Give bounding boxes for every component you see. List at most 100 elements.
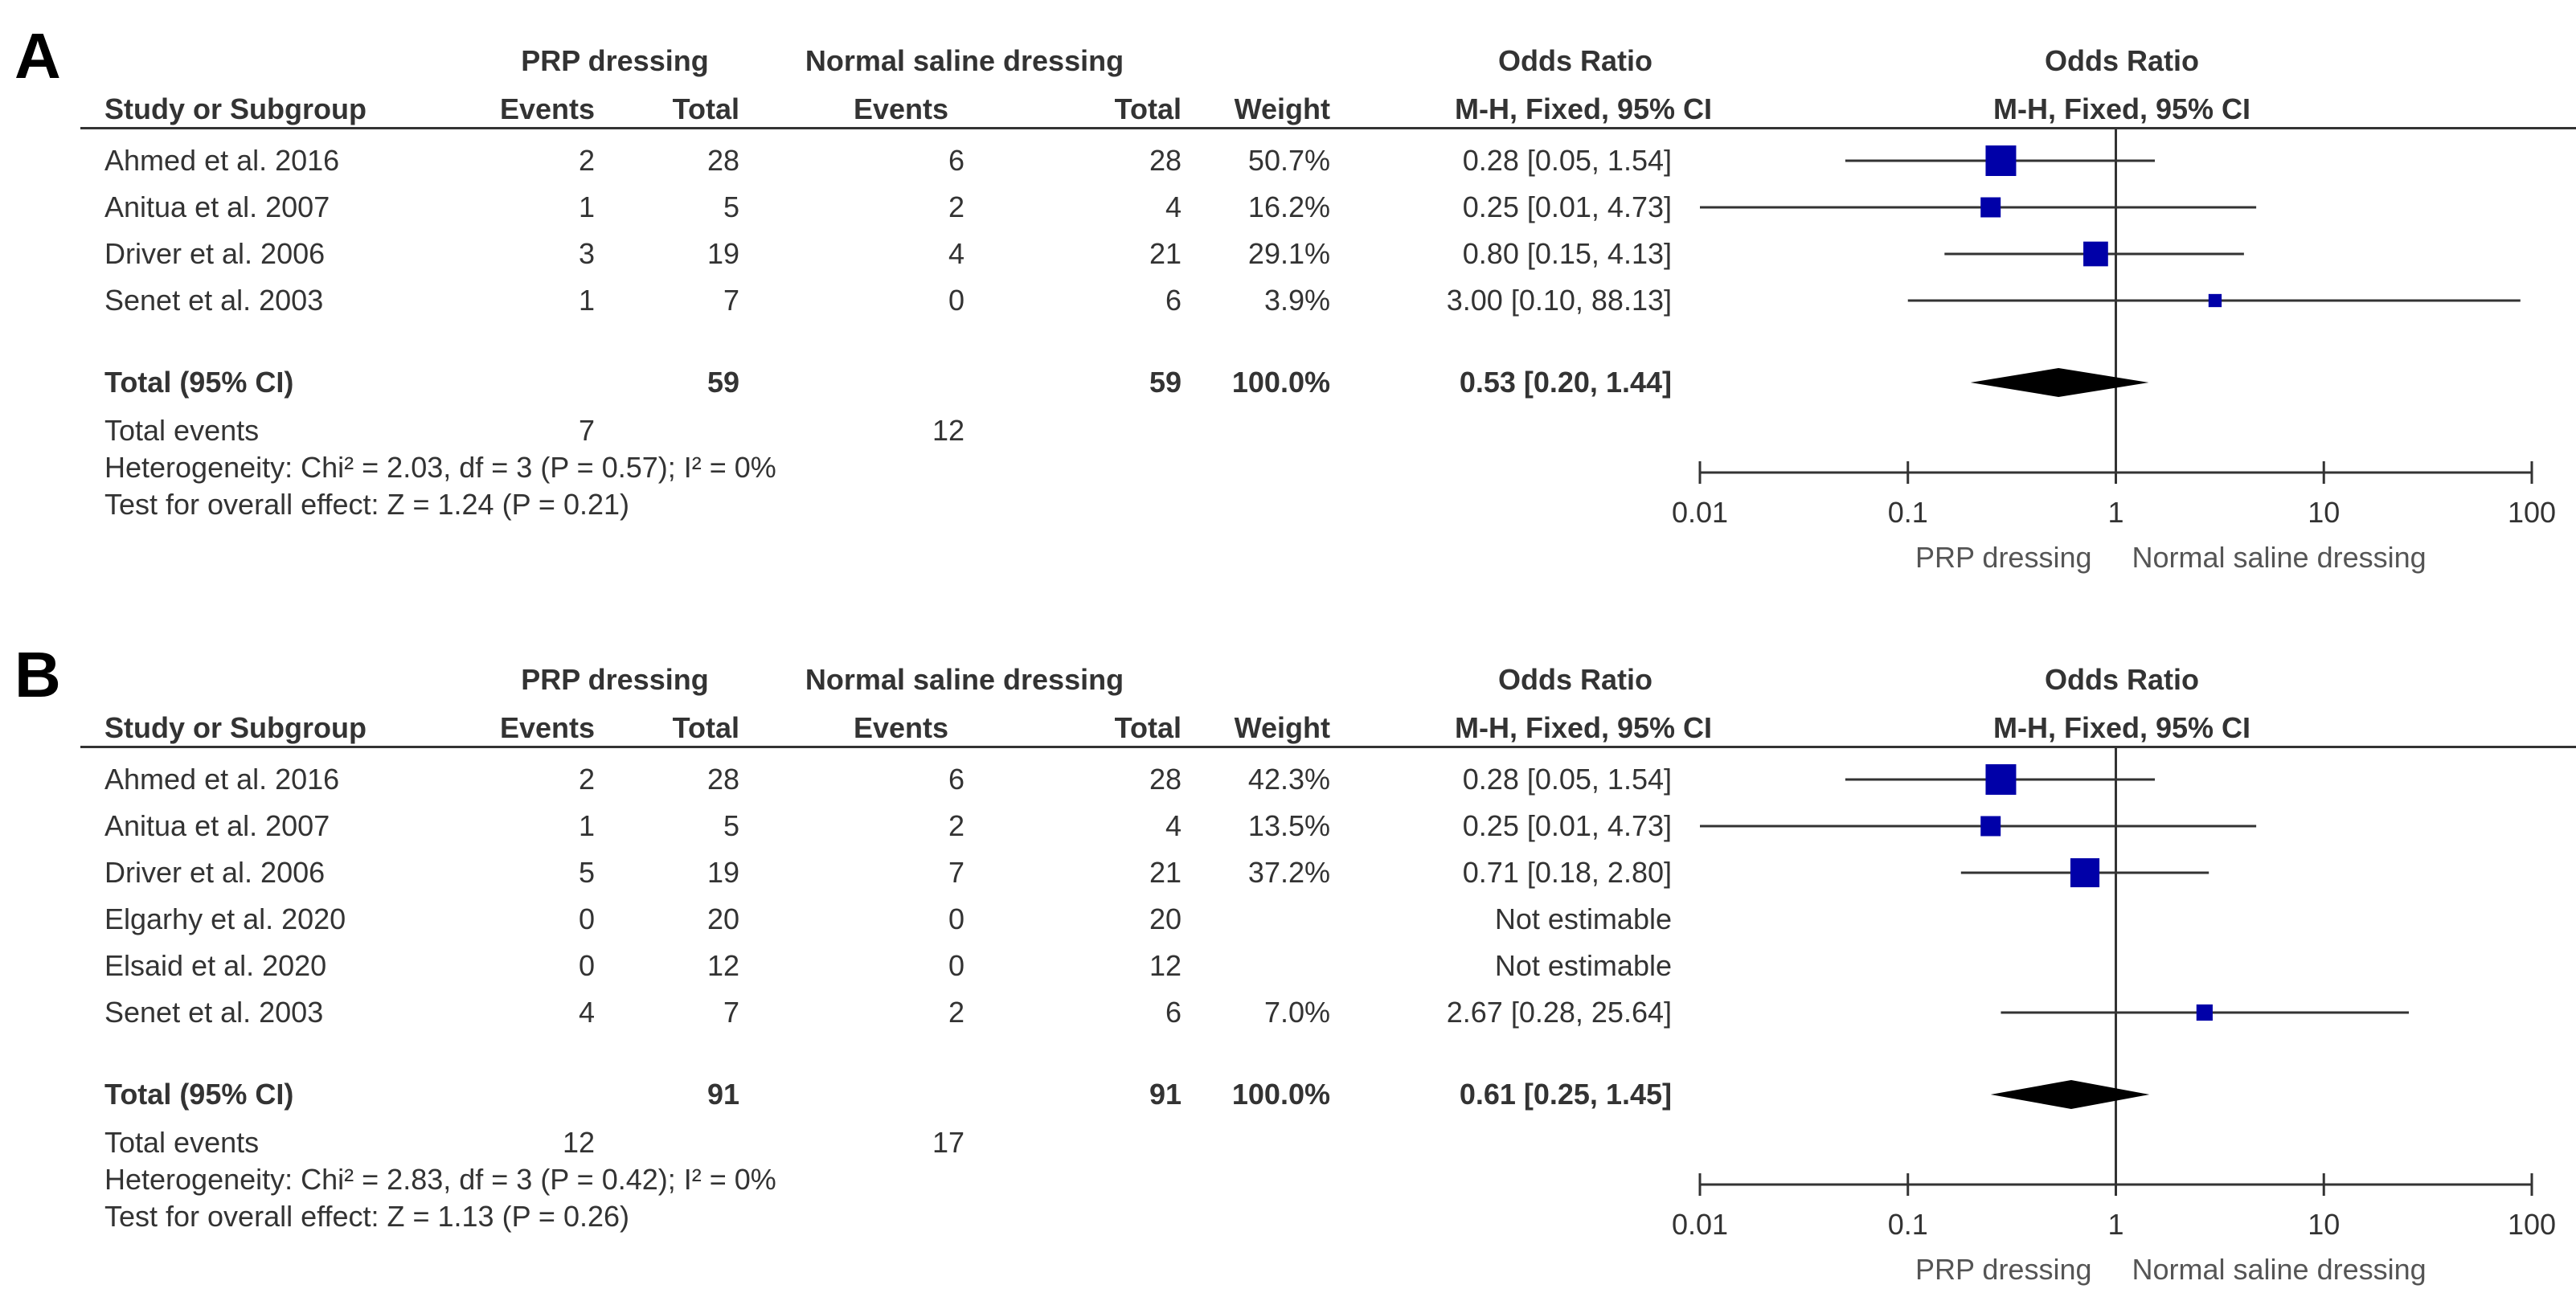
study-weight: 42.3% xyxy=(1247,763,1330,796)
study-effect-marker xyxy=(2070,857,2100,888)
study-events1: 0 xyxy=(578,902,595,935)
study-effect-marker xyxy=(1980,816,2001,837)
x-axis-tick-label: 0.01 xyxy=(1672,496,1728,529)
total-events1: 7 xyxy=(578,414,595,447)
study-events1: 1 xyxy=(578,284,595,317)
study-total1: 28 xyxy=(706,763,739,796)
total-n1: 91 xyxy=(706,1078,739,1111)
total1-column-header: Total xyxy=(672,92,739,125)
method-header: M-H, Fixed, 95% CI xyxy=(1454,92,1713,125)
study-name: Senet et al. 2003 xyxy=(104,284,324,317)
study-events1: 2 xyxy=(578,144,595,177)
study-total1: 28 xyxy=(706,144,739,177)
study-events2: 7 xyxy=(948,856,964,889)
total-events2: 12 xyxy=(932,414,964,447)
x-axis-tick-label: 1 xyxy=(2107,1208,2123,1241)
study-weight: 13.5% xyxy=(1247,809,1330,842)
method-header: M-H, Fixed, 95% CI xyxy=(1454,711,1713,744)
study-total2: 4 xyxy=(1165,190,1182,223)
total-n2: 91 xyxy=(1149,1078,1182,1111)
study-events2: 6 xyxy=(948,144,964,177)
group1-header: PRP dressing xyxy=(521,44,709,77)
study-events2: 2 xyxy=(948,809,964,842)
total-odds-ratio: 0.53 [0.20, 1.44] xyxy=(1459,366,1672,399)
study-name: Anitua et al. 2007 xyxy=(104,809,330,842)
events1-column-header: Events xyxy=(499,711,595,744)
study-weight: 16.2% xyxy=(1247,190,1330,223)
study-total2: 6 xyxy=(1165,284,1182,317)
study-odds-ratio: 0.80 [0.15, 4.13] xyxy=(1462,237,1672,270)
x-axis-tick-label: 0.01 xyxy=(1672,1208,1728,1241)
panel-label: B xyxy=(14,639,61,710)
study-name: Ahmed et al. 2016 xyxy=(104,763,340,796)
group2-header: Normal saline dressing xyxy=(805,44,1124,77)
study-effect-marker xyxy=(1980,197,2001,218)
odds-ratio-header: Odds Ratio xyxy=(1497,663,1653,696)
study-events2: 2 xyxy=(948,996,964,1029)
study-effect-marker xyxy=(2196,1004,2213,1021)
overall-effect-text: Test for overall effect: Z = 1.13 (P = 0… xyxy=(104,1200,630,1233)
forest-plot-area: 0.01 0.1 1 10 100 PRP dressing Normal saline d… xyxy=(1672,129,2556,574)
study-total1: 19 xyxy=(706,856,739,889)
total-events1: 12 xyxy=(562,1126,595,1159)
panel-label: A xyxy=(14,20,61,92)
study-total2: 28 xyxy=(1149,144,1182,177)
events2-column-header: Events xyxy=(853,711,948,744)
odds-ratio-header: Odds Ratio xyxy=(1497,44,1653,77)
study-odds-ratio: 2.67 [0.28, 25.64] xyxy=(1446,996,1672,1029)
study-odds-ratio: 0.28 [0.05, 1.54] xyxy=(1462,144,1672,177)
study-total1: 7 xyxy=(723,284,739,317)
study-events1: 3 xyxy=(578,237,595,270)
study-name: Senet et al. 2003 xyxy=(104,996,324,1029)
total-n2: 59 xyxy=(1149,366,1182,399)
study-odds-ratio: 0.25 [0.01, 4.73] xyxy=(1462,809,1672,842)
total-events2: 17 xyxy=(932,1126,964,1159)
study-events2: 0 xyxy=(948,949,964,982)
study-name: Ahmed et al. 2016 xyxy=(104,144,340,177)
study-events1: 5 xyxy=(578,856,595,889)
total1-column-header: Total xyxy=(672,711,739,744)
study-odds-ratio: Not estimable xyxy=(1494,949,1672,982)
total-events-label: Total events xyxy=(104,414,260,447)
x-axis-tick-label: 0.1 xyxy=(1888,1208,1928,1241)
x-axis-tick-label: 0.1 xyxy=(1888,496,1928,529)
total-label: Total (95% CI) xyxy=(104,1078,294,1111)
study-total2: 4 xyxy=(1165,809,1182,842)
study-events1: 1 xyxy=(578,809,595,842)
study-weight: 50.7% xyxy=(1247,144,1330,177)
favours-right-label: Normal saline dressing xyxy=(2132,541,2427,574)
study-name: Driver et al. 2006 xyxy=(104,237,326,270)
study-events2: 2 xyxy=(948,190,964,223)
study-total1: 12 xyxy=(706,949,739,982)
pooled-effect-diamond xyxy=(1990,1080,2150,1109)
pooled-effect-diamond xyxy=(1970,368,2149,397)
total-label: Total (95% CI) xyxy=(104,366,294,399)
forest-plot-b: B PRP dressing Normal saline dressing Odds … xyxy=(0,619,2576,1286)
study-column-header: Study or Subgroup xyxy=(104,92,367,125)
group2-header: Normal saline dressing xyxy=(805,663,1124,696)
study-total2: 21 xyxy=(1149,856,1182,889)
study-name: Elgarhy et al. 2020 xyxy=(104,902,346,935)
x-axis-tick-label: 100 xyxy=(2508,496,2556,529)
study-odds-ratio: 0.28 [0.05, 1.54] xyxy=(1462,763,1672,796)
heterogeneity-text: Heterogeneity: Chi² = 2.83, df = 3 (P = … xyxy=(104,1163,776,1196)
overall-effect-text: Test for overall effect: Z = 1.24 (P = 0… xyxy=(104,488,630,521)
study-effect-marker xyxy=(2208,293,2222,308)
weight-column-header: Weight xyxy=(1234,92,1330,125)
study-events1: 4 xyxy=(578,996,595,1029)
forest-plot-area: 0.01 0.1 1 10 100 PRP dressing Normal saline d… xyxy=(1672,747,2556,1286)
favours-left-label: PRP dressing xyxy=(1915,541,2091,574)
total-odds-ratio: 0.61 [0.25, 1.45] xyxy=(1459,1078,1672,1111)
weight-column-header: Weight xyxy=(1234,711,1330,744)
study-odds-ratio: Not estimable xyxy=(1494,902,1672,935)
study-total2: 6 xyxy=(1165,996,1182,1029)
study-total2: 20 xyxy=(1149,902,1182,935)
study-events1: 0 xyxy=(578,949,595,982)
study-total1: 7 xyxy=(723,996,739,1029)
study-events1: 2 xyxy=(578,763,595,796)
study-odds-ratio: 0.25 [0.01, 4.73] xyxy=(1462,190,1672,223)
events2-column-header: Events xyxy=(853,92,948,125)
study-name: Elsaid et al. 2020 xyxy=(104,949,327,982)
study-total1: 5 xyxy=(723,190,739,223)
study-events2: 0 xyxy=(948,902,964,935)
